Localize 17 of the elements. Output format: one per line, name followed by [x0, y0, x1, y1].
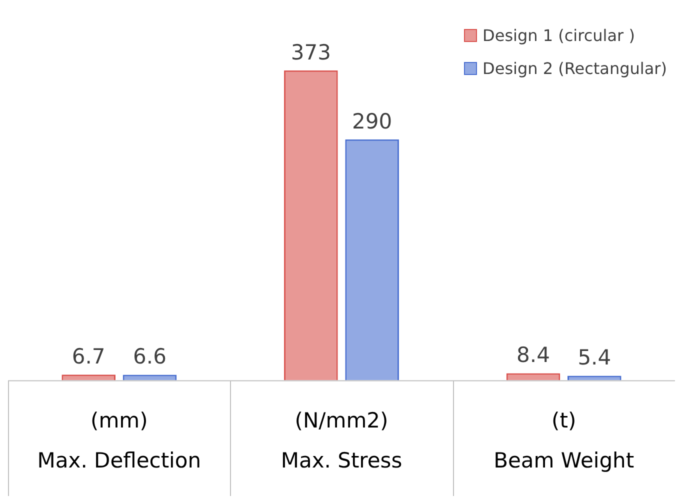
x-tick-label: (N/mm2) Max. Stress: [280, 408, 402, 473]
data-label: 6.6: [133, 344, 166, 369]
bar: [345, 139, 399, 380]
data-label: 5.4: [578, 346, 612, 370]
bar: [284, 70, 338, 380]
bar: [62, 374, 116, 380]
bar: [506, 373, 560, 380]
bar: [122, 374, 177, 380]
x-tick-label: (t) Beam Weight: [494, 408, 634, 473]
bar: [568, 376, 622, 380]
data-label: 373: [290, 40, 331, 64]
data-label: 290: [352, 109, 392, 134]
legend-label: Design 1 (circular ): [482, 26, 635, 45]
legend-label: Design 2 (Rectangular): [482, 59, 667, 78]
x-tick-label: (mm) Max. Deflection: [37, 408, 202, 473]
data-label: 8.4: [516, 343, 550, 368]
data-label: 6.7: [72, 344, 106, 369]
